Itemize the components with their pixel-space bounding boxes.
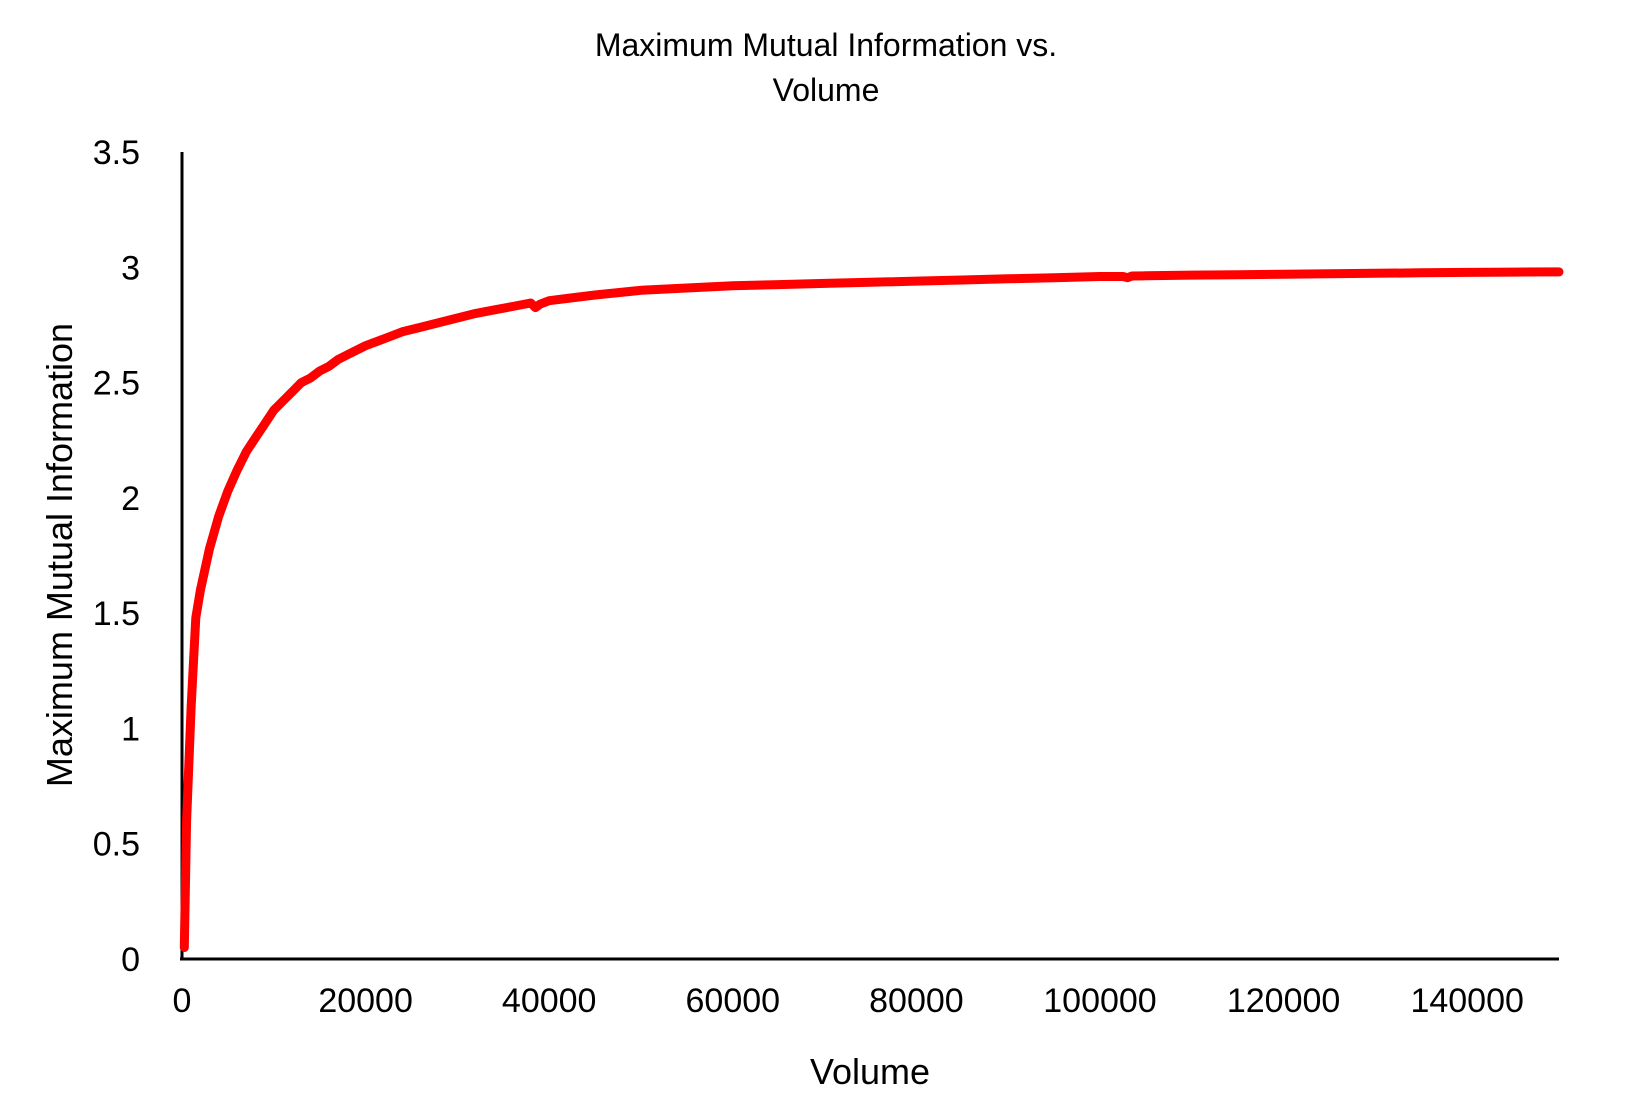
chart-title-line-1: Maximum Mutual Information vs. xyxy=(595,27,1057,63)
y-tick-label: 0.5 xyxy=(93,826,140,864)
x-tick-label: 80000 xyxy=(869,982,964,1020)
x-tick-label: 20000 xyxy=(318,982,413,1020)
chart-title: Maximum Mutual Information vs. Volume xyxy=(595,27,1057,108)
y-tick-label: 3.5 xyxy=(93,134,140,172)
x-tick-label: 120000 xyxy=(1227,982,1340,1020)
x-tick-label: 100000 xyxy=(1043,982,1156,1020)
series-layer xyxy=(179,267,1564,952)
y-tick-label: 1.5 xyxy=(93,595,140,633)
chart-title-line-2: Volume xyxy=(773,72,880,108)
y-tick-label: 3 xyxy=(121,249,140,287)
y-tick-label: 2 xyxy=(121,480,140,518)
y-tick-label: 0 xyxy=(121,941,140,979)
x-axis-title: Volume xyxy=(810,1051,930,1092)
y-axis-tick-labels: 0 0.5 1 1.5 2 2.5 3 3.5 xyxy=(93,134,140,979)
x-axis-tick-labels: 0 20000 40000 60000 80000 100000 120000 140000 xyxy=(173,982,1524,1020)
y-tick-label: 1 xyxy=(121,710,140,748)
x-tick-label: 0 xyxy=(173,982,192,1020)
x-tick-label: 40000 xyxy=(502,982,597,1020)
y-axis-title: Maximum Mutual Information xyxy=(39,323,80,787)
x-tick-label: 140000 xyxy=(1410,982,1523,1020)
x-tick-label: 60000 xyxy=(686,982,781,1020)
y-tick-label: 2.5 xyxy=(93,365,140,403)
series-line-0 xyxy=(179,267,1564,952)
